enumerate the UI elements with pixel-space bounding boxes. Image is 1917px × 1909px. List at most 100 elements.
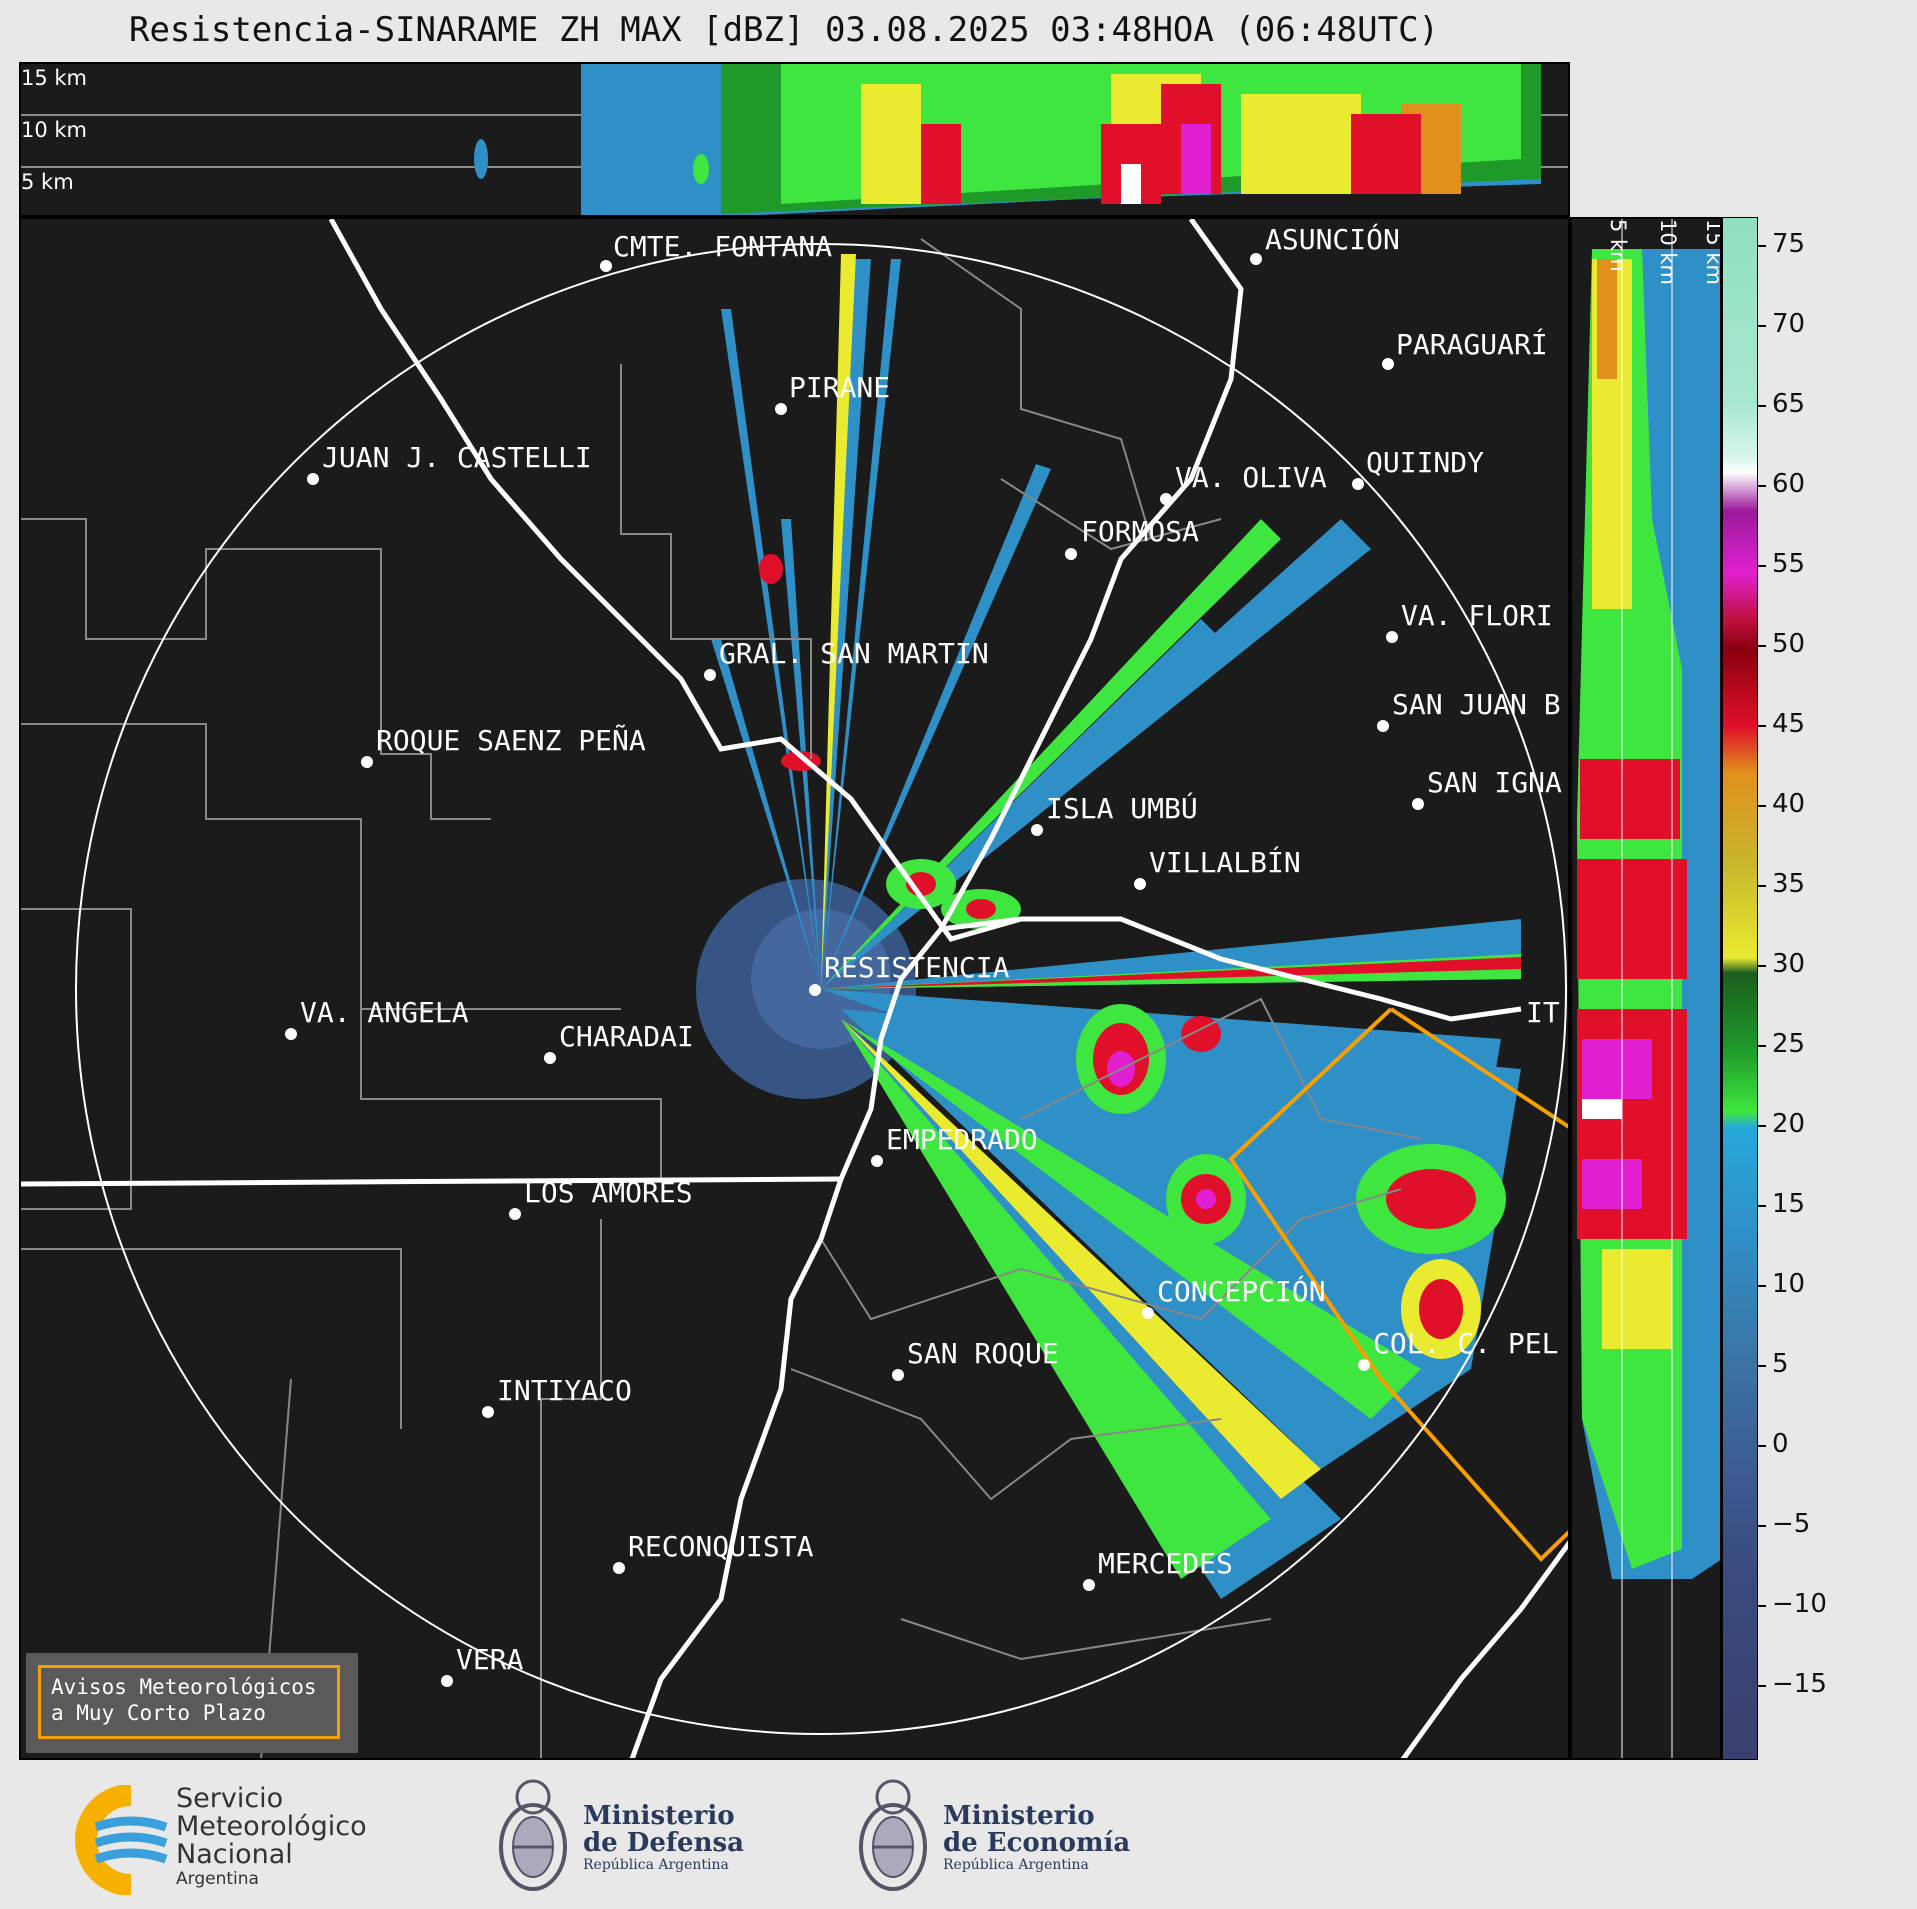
city-label: RESISTENCIA xyxy=(824,951,1010,984)
radar-echoes xyxy=(696,254,1521,1599)
colorbar-label: 40 xyxy=(1772,789,1806,819)
defensa-line3: República Argentina xyxy=(583,1857,729,1873)
warning-legend-line1: Avisos Meteorológicos xyxy=(51,1675,317,1699)
colorbar-label: 35 xyxy=(1772,869,1806,899)
side-cross-section-panel: 5 km 10 km 15 km xyxy=(1570,217,1722,1760)
radar-map-panel: CMTE. FONTANA ASUNCIÓN PARAGUARÍ PIRANE … xyxy=(19,217,1570,1760)
colorbar-tick xyxy=(1758,1685,1766,1687)
smn-line1: Servicio xyxy=(176,1783,284,1814)
city-label: RECONQUISTA xyxy=(628,1530,814,1563)
economia-logo: Ministerio de Economía República Argenti… xyxy=(855,1775,1135,1900)
colorbar-label: 50 xyxy=(1772,629,1806,659)
defensa-line1: Ministerio xyxy=(583,1801,735,1831)
smn-line2: Meteorológico xyxy=(176,1811,367,1842)
warning-legend-line2: a Muy Corto Plazo xyxy=(51,1701,266,1725)
warning-legend: Avisos Meteorológicos a Muy Corto Plazo xyxy=(38,1665,340,1739)
city-label: COL. C. PEL xyxy=(1373,1327,1558,1360)
altitude-label-10km: 10 km xyxy=(21,118,88,142)
city-label: ROQUE SAENZ PEÑA xyxy=(376,723,646,757)
side-altitude-label-15km: 15 km xyxy=(1702,219,1722,286)
city-label: PARAGUARÍ xyxy=(1396,327,1548,361)
colorbar-tick xyxy=(1758,245,1766,247)
colorbar-tick xyxy=(1758,485,1766,487)
city-label: MERCEDES xyxy=(1098,1547,1233,1580)
city-label: VA. FLORI xyxy=(1401,599,1553,632)
colorbar-label: 20 xyxy=(1772,1109,1806,1139)
colorbar-tick xyxy=(1758,1445,1766,1447)
smn-logo: Servicio Meteorológico Nacional Argentin… xyxy=(56,1785,396,1895)
colorbar-label: 0 xyxy=(1772,1429,1789,1459)
colorbar-tick xyxy=(1758,1125,1766,1127)
side-altitude-label-10km: 10 km xyxy=(1656,219,1680,286)
radar-range-ring xyxy=(75,243,1567,1735)
city-label: CHARADAI xyxy=(559,1020,694,1053)
side-altitude-label-5km: 5 km xyxy=(1606,219,1630,272)
colorbar-label: 55 xyxy=(1772,549,1806,579)
city-label: VERA xyxy=(456,1643,524,1676)
colorbar-label: 25 xyxy=(1772,1029,1806,1059)
colorbar-label: −10 xyxy=(1772,1589,1827,1619)
national-coat-of-arms-icon xyxy=(859,1779,927,1891)
colorbar-tick xyxy=(1758,1605,1766,1607)
economia-line1: Ministerio xyxy=(943,1801,1095,1831)
radar-map: CMTE. FONTANA ASUNCIÓN PARAGUARÍ PIRANE … xyxy=(21,219,1568,1758)
city-label: VA. ANGELA xyxy=(300,996,469,1029)
colorbar-label: 60 xyxy=(1772,469,1806,499)
side-cross-section-echoes xyxy=(1577,219,1720,1758)
city-label: PIRANE xyxy=(789,371,890,404)
colorbar-tick xyxy=(1758,1525,1766,1527)
colorbar-tick xyxy=(1758,965,1766,967)
colorbar-tick xyxy=(1758,1285,1766,1287)
colorbar-label: 45 xyxy=(1772,709,1806,739)
economia-line2: de Economía xyxy=(943,1828,1131,1858)
city-label: IT xyxy=(1526,996,1560,1029)
colorbar-tick xyxy=(1758,1365,1766,1367)
national-coat-of-arms-icon xyxy=(499,1779,567,1891)
defensa-line2: de Defensa xyxy=(583,1828,744,1858)
city-label: EMPEDRADO xyxy=(886,1123,1038,1156)
map-title: Resistencia-SINARAME ZH MAX [dBZ] 03.08.… xyxy=(128,10,1440,50)
city-label: ISLA UMBÚ xyxy=(1046,791,1198,825)
city-label: SAN ROQUE xyxy=(907,1337,1059,1370)
colorbar-label: 65 xyxy=(1772,389,1806,419)
altitude-label-5km: 5 km xyxy=(21,170,74,194)
colorbar-label: 75 xyxy=(1772,229,1806,259)
economia-line3: República Argentina xyxy=(943,1857,1089,1873)
colorbar-tick xyxy=(1758,725,1766,727)
city-label: INTIYACO xyxy=(497,1374,632,1407)
colorbar-label: 10 xyxy=(1772,1269,1806,1299)
city-label: SAN JUAN B xyxy=(1392,688,1561,721)
city-label: SAN IGNA xyxy=(1427,766,1562,799)
colorbar-tick xyxy=(1758,565,1766,567)
city-label: VA. OLIVA xyxy=(1175,461,1327,494)
smn-line4: Argentina xyxy=(176,1869,259,1889)
warning-legend-box: Avisos Meteorológicos a Muy Corto Plazo xyxy=(26,1653,358,1753)
city-label: FORMOSA xyxy=(1081,515,1199,548)
warning-polygon xyxy=(1228,1007,1568,1562)
dbz-colorbar xyxy=(1722,217,1758,1760)
city-label: CONCEPCIÓN xyxy=(1157,1274,1326,1308)
city-label: ASUNCIÓN xyxy=(1265,222,1400,256)
colorbar-label: 30 xyxy=(1772,949,1806,979)
colorbar-tick xyxy=(1758,325,1766,327)
colorbar-label: 15 xyxy=(1772,1189,1806,1219)
province-borders xyxy=(21,238,1422,1758)
defensa-logo: Ministerio de Defensa República Argentin… xyxy=(495,1775,755,1900)
colorbar-tick xyxy=(1758,645,1766,647)
top-cross-section-echoes xyxy=(21,64,1568,215)
top-cross-section-panel: 15 km 10 km 5 km xyxy=(19,62,1570,217)
colorbar-tick xyxy=(1758,405,1766,407)
city-label: CMTE. FONTANA xyxy=(613,230,832,263)
colorbar-label: −15 xyxy=(1772,1669,1827,1699)
colorbar-tick xyxy=(1758,1205,1766,1207)
city-label: QUIINDY xyxy=(1366,446,1484,479)
city-label: LOS AMORES xyxy=(524,1176,693,1209)
colorbar-label: 5 xyxy=(1772,1349,1789,1379)
colorbar-tick xyxy=(1758,805,1766,807)
colorbar-tick xyxy=(1758,1045,1766,1047)
altitude-label-15km: 15 km xyxy=(21,66,88,90)
city-label: JUAN J. CASTELLI xyxy=(322,441,592,474)
smn-emblem-icon xyxy=(75,1785,168,1895)
smn-line3: Nacional xyxy=(176,1839,293,1870)
city-label: VILLALBÍN xyxy=(1149,845,1301,879)
